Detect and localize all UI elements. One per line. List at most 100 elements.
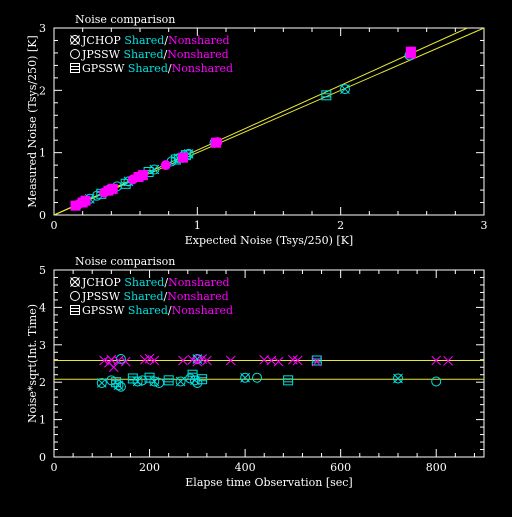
shared-point-ring xyxy=(149,376,160,387)
shared-point xyxy=(197,374,208,385)
legend-marker-gpssw xyxy=(70,305,80,315)
legend-marker-gpssw-box xyxy=(70,63,80,73)
shared-point-box xyxy=(283,375,294,386)
nonshared-point-fill xyxy=(212,137,223,148)
nonshared-point-cross-b xyxy=(178,355,188,366)
nonshared-point-fill xyxy=(178,152,188,163)
nonshared-point xyxy=(107,183,118,194)
shared-point-ring xyxy=(115,354,126,365)
legend-entry-jpssw: JPSSW Shared/Nonshared xyxy=(81,290,229,303)
nonshared-point-cross-b xyxy=(273,356,284,367)
nonshared-point-cross-b xyxy=(99,355,110,366)
nonshared-point xyxy=(273,356,284,367)
x-axis-title: Expected Noise (Tsys/250) [K] xyxy=(185,234,353,247)
legend-slash: / xyxy=(164,276,168,289)
nonshared-point xyxy=(311,356,322,367)
legend-nonshared: Nonshared xyxy=(172,62,233,75)
shared-point-cross-b xyxy=(175,376,186,387)
nonshared-point-cross-b xyxy=(431,355,442,366)
shared-point-cross-b xyxy=(340,84,350,94)
shared-point-cross-b xyxy=(149,164,160,175)
shared-point xyxy=(240,372,251,383)
legend-marker-jchop-ring xyxy=(70,35,80,45)
y-axis-title: Noise*sqrt(Int. Time) xyxy=(26,304,39,423)
legend-entry-jpssw: JPSSW Shared/Nonshared xyxy=(81,48,229,61)
shared-point xyxy=(115,381,126,392)
legend-marker-jpssw xyxy=(70,291,80,301)
x-tick-label: 200 xyxy=(139,461,160,474)
noise-vs-elapse-chart: 0 200 400 600 800 0 1 2 3 4 5 Elapse time Observati… xyxy=(26,255,485,489)
legend-symbol: JPSSW xyxy=(81,48,121,61)
y-tick-label: 1 xyxy=(39,147,46,160)
shared-point-ring xyxy=(431,376,442,387)
shared-point-box xyxy=(311,355,322,366)
x-tick-label: 3 xyxy=(481,219,488,232)
nonshared-point xyxy=(149,355,160,366)
shared-point-ring xyxy=(185,373,196,384)
legend-shared: Shared xyxy=(128,304,168,317)
legend-marker-jpssw-ring xyxy=(70,291,80,301)
nonshared-point xyxy=(292,355,303,366)
nonshared-point xyxy=(160,160,171,171)
nonshared-point-cross-b xyxy=(288,354,298,365)
shared-point xyxy=(283,375,294,386)
y-tick-label: 0 xyxy=(39,451,46,464)
shared-point xyxy=(115,354,126,365)
nonshared-point-cross-b xyxy=(202,355,212,366)
nonshared-point xyxy=(212,137,223,148)
legend-slash: / xyxy=(168,62,172,75)
shared-point-ring xyxy=(240,372,251,383)
shared-point-box xyxy=(187,369,198,380)
nonshared-point xyxy=(443,356,454,366)
nonshared-point xyxy=(405,48,416,59)
y-tick-label: 0 xyxy=(39,209,46,222)
nonshared-point xyxy=(178,152,188,163)
x-axis-title: Elapse time Observation [sec] xyxy=(185,476,352,489)
shared-point-cross-b xyxy=(96,378,107,388)
nonshared-point-cross-b xyxy=(187,354,198,365)
nonshared-point-cross-b xyxy=(225,355,236,366)
shared-point xyxy=(185,373,196,384)
nonshared-point-fill xyxy=(80,195,91,206)
shared-point-box xyxy=(197,374,208,385)
legend-symbol: JPSSW xyxy=(81,290,121,303)
legend-shared: Shared xyxy=(124,34,164,47)
nonshared-point-cross-b xyxy=(120,356,131,367)
legend-symbol: GPSSW xyxy=(82,62,125,75)
nonshared-point xyxy=(192,356,203,367)
shared-point-ring xyxy=(154,377,165,388)
x-tick-label: 800 xyxy=(426,461,447,474)
nonshared-point-fill xyxy=(137,170,148,181)
nonshared-point-cross-b xyxy=(192,356,203,367)
legend-marker-jchop-ring xyxy=(70,277,80,287)
legend-nonshared: Nonshared xyxy=(172,304,233,317)
shared-point xyxy=(163,375,174,386)
legend-entry-jchop: JCHOP Shared/Nonshared xyxy=(81,276,230,289)
legend-nonshared: Nonshared xyxy=(168,276,229,289)
y-tick-label: 1 xyxy=(39,414,46,427)
y-tick-label: 2 xyxy=(39,84,46,97)
nonshared-point xyxy=(120,356,131,367)
legend-nonshared: Nonshared xyxy=(167,48,228,61)
y-axis-title: Measured Noise (Tsys/250) [K] xyxy=(26,35,39,207)
shared-point-box xyxy=(163,375,174,386)
nonshared-point xyxy=(225,355,236,366)
legend-shared: Shared xyxy=(124,48,164,61)
chart-title: Noise comparison xyxy=(75,13,175,26)
legend-slash: / xyxy=(164,48,168,61)
legend-marker-jpssw xyxy=(70,49,80,59)
nonshared-point xyxy=(137,170,148,181)
nonshared-point xyxy=(178,355,188,366)
nonshared-point-cross-b xyxy=(311,356,322,367)
noise-vs-expected-chart: 0 1 2 3 0 1 2 3 Expected Noise (Tsys/250) [K] Mea… xyxy=(26,13,488,247)
x-tick-label: 0 xyxy=(51,219,58,232)
nonshared-point-fill xyxy=(160,160,171,171)
nonshared-point-cross-b xyxy=(144,353,155,364)
legend-nonshared: Nonshared xyxy=(168,34,229,47)
legend-shared: Shared xyxy=(124,290,164,303)
y-tick-label: 4 xyxy=(39,301,46,314)
legend-shared: Shared xyxy=(124,276,164,289)
shared-point-ring xyxy=(339,84,350,95)
y-tick-label: 3 xyxy=(39,339,46,352)
shared-point-ring xyxy=(113,380,124,391)
